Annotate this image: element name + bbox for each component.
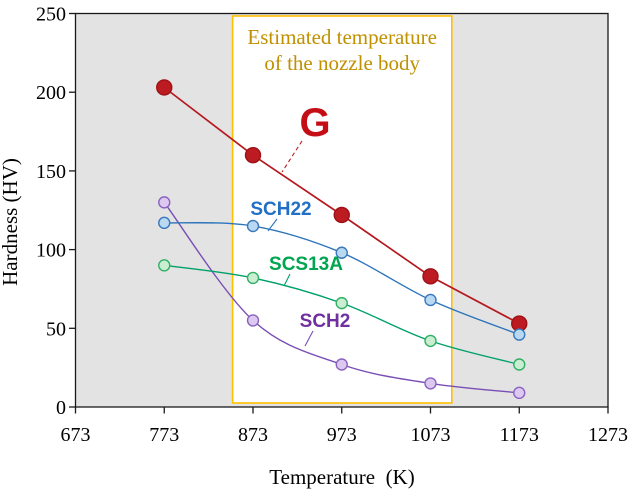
data-point-SCH2-973 — [335, 358, 348, 371]
x-tick-label: 873 — [238, 424, 268, 446]
data-point-SCS13A-873 — [246, 271, 260, 285]
data-point-SCS13A-1173 — [513, 358, 526, 371]
data-point-SCS13A-773 — [158, 259, 171, 272]
label-leader-G — [281, 140, 303, 173]
y-tick-label: 200 — [36, 82, 66, 104]
data-point-SCH22-873 — [246, 219, 260, 233]
data-point-SCH2-1073 — [424, 377, 437, 390]
y-tick-label: 0 — [56, 397, 66, 419]
y-tick-label: 150 — [36, 161, 66, 183]
x-tick-label: 773 — [149, 424, 179, 446]
data-point-G-873 — [244, 146, 262, 164]
data-point-SCH22-973 — [335, 246, 348, 259]
label-leader-SCS13A — [283, 273, 291, 287]
data-point-G-973 — [333, 206, 350, 224]
series-label-G: G — [299, 101, 330, 145]
x-tick-label: 673 — [61, 424, 91, 446]
y-tick-label: 250 — [36, 4, 66, 26]
data-point-SCH22-1173 — [513, 328, 526, 341]
x-tick-label: 1073 — [411, 424, 451, 446]
label-leader-SCH22 — [267, 218, 278, 232]
series-label-SCS13A: SCS13A — [269, 254, 343, 275]
data-point-SCH22-1073 — [424, 293, 437, 307]
data-point-SCH2-1173 — [513, 386, 526, 400]
data-point-SCS13A-973 — [335, 296, 348, 310]
annotation-text-line: of the nozzle body — [264, 51, 420, 75]
label-leader-SCH2 — [304, 330, 314, 347]
x-axis-title: Temperature (K) — [269, 465, 414, 489]
series-label-SCH2: SCH2 — [300, 311, 351, 332]
data-point-SCS13A-1073 — [424, 334, 437, 348]
x-tick-label: 1173 — [500, 424, 539, 446]
x-tick-label: 1273 — [588, 424, 628, 446]
data-point-G-1073 — [422, 268, 439, 285]
data-point-SCH2-773 — [158, 196, 171, 209]
data-point-SCH22-773 — [158, 216, 171, 230]
x-tick-label: 973 — [327, 424, 357, 446]
y-tick-label: 50 — [46, 318, 66, 340]
data-point-G-773 — [156, 79, 173, 96]
y-axis-title: Hardness (HV) — [0, 158, 22, 286]
series-label-SCH22: SCH22 — [250, 199, 311, 220]
y-tick-label: 100 — [36, 240, 66, 262]
annotation-text-line: Estimated temperature — [247, 25, 437, 49]
data-point-SCH2-873 — [246, 314, 260, 327]
